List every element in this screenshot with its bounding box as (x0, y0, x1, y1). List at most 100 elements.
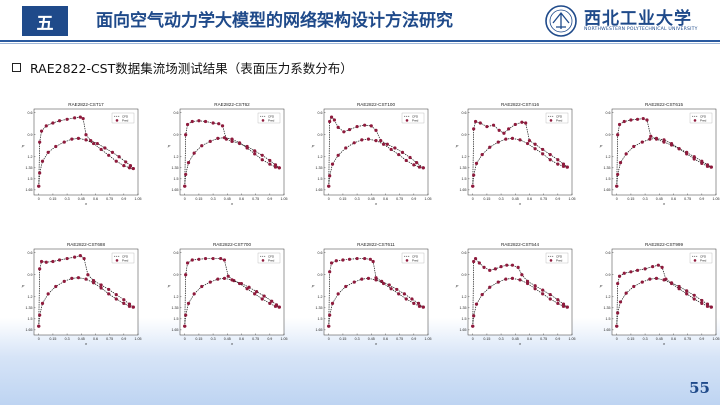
cp-upper-point (533, 284, 537, 288)
y-tick-label: 0.9 (28, 133, 33, 137)
x-tick-label: 0.6 (239, 197, 244, 201)
cp-upper-point (685, 289, 689, 293)
cp-upper-point (499, 265, 503, 269)
cp-lower-point (200, 144, 204, 148)
cp-lower-point (518, 278, 522, 282)
x-tick-label: 0.3 (499, 337, 504, 341)
cp-upper-point (643, 267, 647, 271)
x-tick-label: 1.05 (569, 197, 576, 201)
cp-lower-point (127, 304, 132, 308)
y-tick-label: 1.5 (318, 177, 323, 181)
cp-upper-point (395, 287, 399, 292)
y-tick-label: 1.5 (606, 317, 611, 321)
cp-upper-point (488, 268, 492, 272)
x-tick-label: 0.3 (65, 337, 70, 341)
legend-label: CFD (268, 254, 275, 258)
y-axis-label: P (456, 144, 459, 149)
y-tick-label: 0.6 (318, 251, 323, 255)
cp-upper-point (99, 283, 103, 287)
x-tick-label: 0.15 (339, 337, 346, 341)
x-tick-label: 1.05 (281, 337, 288, 341)
cp-lower-point (330, 301, 335, 305)
cp-lower-point (648, 277, 652, 281)
cp-upper-point (73, 255, 77, 259)
cp-chart-panel: RAE2822-CST999 0 0.15 0.3 0.45 0.6 0.75 0.9 1.05… (598, 240, 720, 348)
cp-upper-point (270, 299, 274, 303)
y-tick-label: 1.5 (174, 317, 179, 321)
legend-label: CFD (412, 254, 419, 258)
cp-upper-point (616, 281, 620, 286)
y-tick-label: 1.2 (462, 295, 467, 299)
cp-upper-point (513, 122, 517, 127)
cp-upper-point (645, 118, 649, 122)
cp-upper-point (385, 142, 389, 146)
x-tick-label: 1.05 (569, 337, 576, 341)
cp-chart-panel: RAE2822-CST17 0 0.15 0.3 0.45 0.6 0.75 0.9 1.05 x… (20, 100, 142, 208)
cp-lower-point (336, 153, 340, 157)
cp-lower-point (366, 137, 371, 141)
cp-lower-point (504, 137, 508, 141)
cp-lower-point (230, 278, 234, 282)
cp-lower-point (344, 284, 348, 289)
cp-upper-point (649, 134, 653, 138)
cp-lower-point (237, 141, 242, 145)
cp-lower-point (525, 141, 530, 146)
chart-title: RAE2822-CST17 (68, 102, 104, 107)
y-tick-label: 1.35 (26, 306, 33, 310)
cp-upper-point (520, 273, 524, 277)
x-tick-label: 0.15 (627, 337, 634, 341)
y-tick-label: 0.6 (28, 111, 33, 115)
legend-swatch (549, 119, 553, 122)
cp-upper-point (505, 263, 509, 267)
chart-title: RAE2822-CST100 (357, 102, 395, 107)
y-axis-label: P (312, 144, 315, 149)
cp-upper-point (472, 259, 476, 264)
cp-lower-point (533, 147, 537, 151)
y-tick-label: 0.9 (462, 273, 467, 277)
x-tick-label: 0.15 (483, 197, 490, 201)
legend-label: Pred (412, 259, 419, 263)
cp-upper-point (677, 284, 681, 289)
cp-lower-point (328, 313, 332, 317)
cp-upper-point (548, 292, 552, 297)
y-tick-label: 1.2 (318, 155, 323, 159)
cp-upper-point (510, 263, 515, 267)
x-tick-label: 0.45 (224, 337, 231, 341)
cp-lower-point (632, 284, 636, 289)
cp-lower-point (417, 165, 422, 169)
x-tick-label: 0.45 (78, 337, 85, 341)
x-tick-label: 1.05 (425, 337, 432, 341)
y-tick-label: 1.65 (316, 328, 323, 332)
cp-lower-point (38, 313, 42, 317)
cp-upper-point (185, 122, 190, 127)
cp-lower-point (99, 147, 103, 152)
cp-lower-line (38, 138, 134, 187)
cp-upper-point (217, 122, 221, 126)
cp-upper-point (485, 125, 489, 129)
x-tick-label: 0.75 (684, 337, 691, 341)
cp-upper-point (527, 139, 532, 143)
cp-upper-point (700, 298, 704, 303)
cp-chart-svg: RAE2822-CST611 0 0.15 0.3 0.45 0.6 0.75 0.9 1.05… (312, 242, 432, 346)
legend-label: CFD (122, 114, 129, 118)
cp-upper-point (497, 128, 501, 132)
cp-lower-point (397, 292, 401, 296)
y-tick-label: 1.65 (460, 188, 467, 192)
x-tick-label: 0.45 (368, 197, 375, 201)
y-tick-label: 1.2 (174, 295, 179, 299)
cp-upper-point (57, 258, 62, 262)
y-tick-label: 0.6 (28, 251, 33, 255)
cp-lower-point (677, 147, 681, 151)
cp-upper-point (548, 152, 552, 157)
cp-lower-point (84, 277, 88, 281)
y-tick-label: 1.5 (28, 177, 33, 181)
cp-lower-point (328, 174, 332, 178)
y-tick-label: 1.35 (460, 166, 467, 170)
cp-upper-point (491, 123, 496, 127)
section-number-badge: 五 (22, 6, 68, 36)
cp-lower-line (184, 137, 280, 187)
x-tick-label: 0.75 (540, 337, 547, 341)
cp-upper-point (617, 274, 622, 278)
cp-lower-point (510, 276, 515, 280)
page-number: 55 (689, 379, 710, 397)
